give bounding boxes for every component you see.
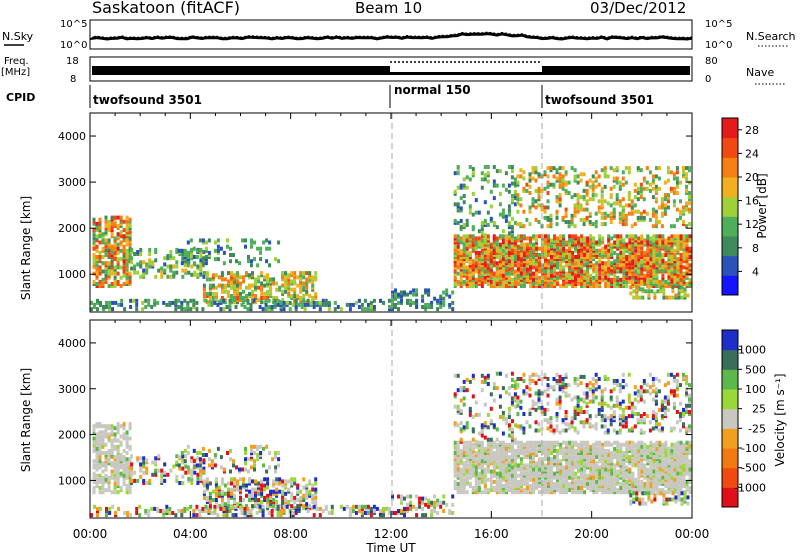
nsky-label: N.Sky <box>2 30 34 43</box>
power-y-axis: 1000 2000 3000 4000 <box>58 130 692 281</box>
colorbar-segment <box>722 487 738 508</box>
y-tick-label: 4000 <box>58 130 86 143</box>
colorbar-segment <box>722 428 738 449</box>
beam-label: Beam 10 <box>355 0 422 17</box>
x-tick-label: 20:00 <box>574 527 609 541</box>
frequency-panel: Freq. [MHz] 18 8 80 0 Nave <box>1 56 785 85</box>
power-ylabel: Slant Range [km] <box>19 196 33 300</box>
freq-tick-top: 18 <box>66 56 79 67</box>
power-panel: 1000 2000 3000 4000 Slant Range [km] <box>19 112 693 313</box>
cpid-label: CPID <box>6 91 35 104</box>
nave-tick-top: 80 <box>705 56 718 67</box>
nsearch-label: N.Search <box>746 30 796 43</box>
velocity-colorbar: 1000 500 100 25 -25 -100 -500 -1000 Velocity [m… <box>721 329 787 508</box>
cpid-row: CPID twofsound 3501 normal 150 twofsound… <box>6 83 654 108</box>
nsearch-tick-bottom: 10^0 <box>705 40 732 51</box>
y-tick-label: 3000 <box>58 383 86 396</box>
x-tick-label: 08:00 <box>273 527 308 541</box>
velocity-xlabel: Time UT <box>365 541 416 554</box>
velocity-x-axis: 00:00 04:00 08:00 12:00 16:00 20:00 00:00 <box>73 113 710 541</box>
nave-tick-bottom: 0 <box>705 74 711 85</box>
colorbar-segment <box>722 448 738 469</box>
colorbar-segment <box>722 157 738 178</box>
power-colorbar-tick: 8 <box>752 242 759 255</box>
velocity-colorbar-label: Velocity [m s⁻¹] <box>773 373 787 466</box>
freq-tick-bottom: 8 <box>70 74 76 85</box>
colorbar-segment <box>722 349 738 370</box>
noise-sky-trace <box>90 32 693 41</box>
noise-panel: N.Sky 10^5 10^0 10^5 10^0 N.Search <box>2 19 796 51</box>
y-tick-label: 3000 <box>58 176 86 189</box>
cpid-segment-1: twofsound 3501 <box>93 93 202 107</box>
power-data-layer <box>90 165 692 312</box>
x-tick-label: 16:00 <box>474 527 509 541</box>
x-tick-label: 12:00 <box>374 527 409 541</box>
colorbar-segment <box>722 137 738 158</box>
power-colorbar-tick: 28 <box>745 124 759 137</box>
power-colorbar-label: Power [dB] <box>755 173 769 238</box>
freq-label: Freq. <box>4 56 29 67</box>
velocity-ylabel: Slant Range [km] <box>19 368 33 472</box>
velocity-colorbar-tick: 25 <box>752 403 766 416</box>
power-colorbar-tick: 24 <box>745 147 759 160</box>
colorbar-segment <box>722 236 738 257</box>
power-colorbar-tick: 16 <box>745 195 759 208</box>
velocity-colorbar-tick: -100 <box>741 442 766 455</box>
colorbar-segment <box>722 177 738 198</box>
cpid-segment-2: normal 150 <box>394 83 471 97</box>
velocity-panel: 1000 2000 3000 4000 00:00 04:00 08:00 12:00 16:… <box>19 113 709 554</box>
velocity-colorbar-tick: -1000 <box>734 481 766 494</box>
y-tick-label: 4000 <box>58 337 86 350</box>
y-tick-label: 2000 <box>58 222 86 235</box>
figure-title: Saskatoon (fitACF) <box>92 0 240 17</box>
colorbar-segment <box>722 216 738 237</box>
freq-band-2 <box>390 72 542 75</box>
y-tick-label: 1000 <box>58 474 86 487</box>
nave-label: Nave <box>746 66 774 79</box>
velocity-colorbar-tick: 500 <box>745 363 766 376</box>
colorbar-segment <box>722 408 738 429</box>
velocity-y-axis: 1000 2000 3000 4000 <box>58 337 692 487</box>
colorbar-segment <box>722 196 738 217</box>
x-tick-label: 00:00 <box>675 527 710 541</box>
colorbar-segment <box>722 330 738 351</box>
colorbar-segment <box>722 255 738 276</box>
colorbar-segment <box>722 389 738 410</box>
nsearch-tick-top: 10^5 <box>705 19 732 30</box>
nsky-tick-bottom: 10^0 <box>60 40 87 51</box>
velocity-colorbar-tick: -500 <box>741 462 766 475</box>
power-colorbar-tick: 4 <box>752 265 759 278</box>
colorbar-segment <box>722 118 738 139</box>
velocity-colorbar-tick: 1000 <box>738 344 766 357</box>
x-tick-label: 04:00 <box>173 527 208 541</box>
colorbar-segment <box>722 467 738 488</box>
y-tick-label: 1000 <box>58 268 86 281</box>
nsky-tick-top: 10^5 <box>60 19 87 30</box>
y-tick-label: 2000 <box>58 429 86 442</box>
velocity-colorbar-tick: 100 <box>745 383 766 396</box>
velocity-colorbar-tick: -25 <box>748 422 766 435</box>
colorbar-segment <box>722 369 738 390</box>
date-label: 03/Dec/2012 <box>590 0 686 17</box>
freq-band-1 <box>92 66 390 75</box>
cpid-segment-3: twofsound 3501 <box>545 93 654 107</box>
power-colorbar-tick: 20 <box>745 171 759 184</box>
freq-unit-label: [MHz] <box>1 67 30 78</box>
colorbar-segment <box>722 275 738 296</box>
x-tick-label: 00:00 <box>73 527 108 541</box>
power-colorbar: 4 8 12 16 20 24 28 Power [dB] <box>721 117 769 296</box>
power-colorbar-tick: 12 <box>745 218 759 231</box>
freq-band-3 <box>542 66 690 75</box>
